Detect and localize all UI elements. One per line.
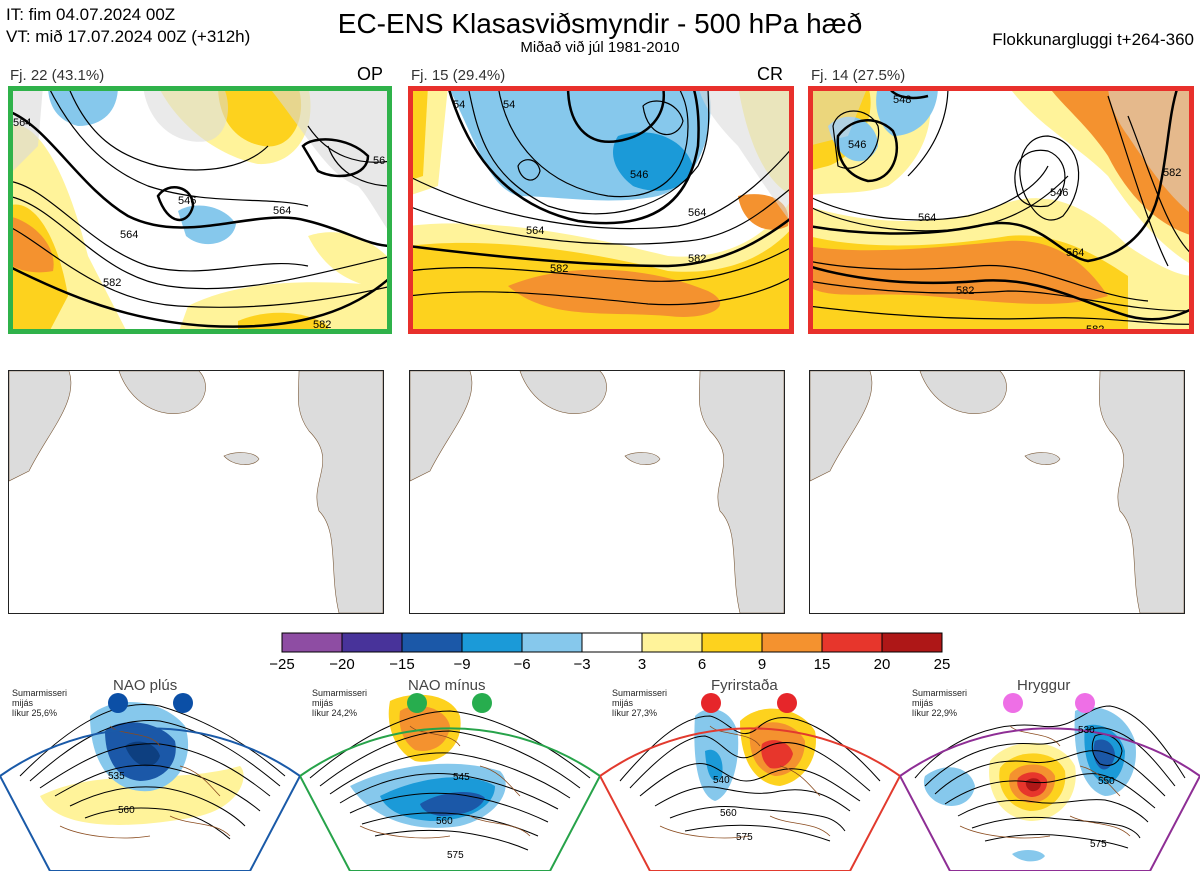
colorbar-tick-label: −9 (453, 656, 471, 673)
regime-contour-label: 575 (736, 832, 753, 843)
regime-contour-label: 560 (720, 808, 737, 819)
regime-info: Sumarmisseri mijás líkur 24,2% (312, 688, 368, 718)
regime-nao-minus[interactable]: 545 560 575 NAO mínus Sumarmisseri mijás… (298, 676, 602, 872)
cluster-map-1[interactable]: 564 546 564 564 582 582 56 (8, 86, 392, 334)
regime-info: Sumarmisseri mijás líkur 22,9% (912, 688, 968, 718)
colorbar-tick-label: −6 (513, 656, 531, 673)
contour-label: 582 (956, 285, 974, 297)
contour-label: 546 (848, 139, 866, 151)
classification-window: Flokkunargluggi t+264-360 (992, 30, 1194, 49)
contour-label: 564 (688, 207, 706, 219)
cluster-2-tag: CR (757, 64, 783, 84)
page-title: EC-ENS Klasasviðsmyndir - 500 hPa hæð (337, 8, 863, 39)
regime-title: NAO mínus (408, 677, 486, 694)
contour-label: 564 (273, 205, 291, 217)
contour-label: 582 (550, 263, 568, 275)
page-subtitle: Miðað við júl 1981-2010 (520, 39, 680, 56)
contour-label: 564 (13, 117, 31, 129)
regime-contour-label: 535 (108, 771, 125, 782)
contour-label: 546 (630, 169, 648, 181)
colorbar-segment (761, 632, 823, 653)
contour-label: 582 (313, 319, 331, 331)
regime-contour-label: 530 (1078, 725, 1095, 736)
contour-label: 546 (1050, 187, 1068, 199)
valid-time: VT: mið 17.07.2024 00Z (+312h) (6, 27, 251, 46)
regime-contour-label: 560 (118, 805, 135, 816)
regime-contour-label: 540 (713, 775, 730, 786)
regime-ridge[interactable]: 530 550 575 Hryggur Sumarmisseri mijás l… (898, 676, 1200, 872)
colorbar-segment (821, 632, 883, 653)
regime-contour-label: 545 (453, 772, 470, 783)
regime-title: Fyrirstaða (711, 677, 778, 694)
contour-label: 54 (453, 99, 465, 111)
header-info: IT: fim 04.07.2024 00Z VT: mið 17.07.202… (6, 4, 250, 48)
cluster-map-3[interactable]: 548 546 546 564 564 582 582 582 (808, 86, 1194, 334)
colorbar-segment (521, 632, 583, 653)
contour-label: 56 (373, 155, 385, 167)
contour-label: 564 (120, 229, 138, 241)
cluster-1-tag: OP (357, 64, 384, 84)
colorbar-tick-label: −15 (389, 656, 415, 673)
regime-title: Hryggur (1017, 677, 1071, 694)
colorbar-tick-label: 3 (637, 656, 647, 673)
regime-info: Sumarmisseri mijás líkur 25,6% (12, 688, 68, 718)
colorbar-tick-label: 20 (873, 656, 891, 673)
colorbar-tick-label: 25 (933, 656, 951, 673)
blank-map-3[interactable] (809, 370, 1185, 614)
colorbar-segment (461, 632, 523, 653)
cluster-1-label: Fj. 22 (43.1%) (10, 67, 105, 84)
contour-label: 548 (893, 94, 911, 106)
cluster-2-label: Fj. 15 (29.4%) (411, 67, 506, 84)
blank-map-2[interactable] (409, 370, 785, 614)
contour-label: 582 (103, 277, 121, 289)
colorbar-segment (581, 632, 643, 653)
colorbar-segment (881, 632, 943, 653)
regime-nao-plus[interactable]: 535 560 NAO plús Sumarmisseri mijás líku… (0, 676, 302, 872)
contour-label: 546 (178, 195, 196, 207)
colorbar-tick-label: −20 (329, 656, 355, 673)
colorbar-segment (281, 632, 343, 653)
colorbar-segment (641, 632, 703, 653)
colorbar-tick-label: 15 (813, 656, 831, 673)
colorbar-tick-label: −25 (269, 656, 295, 673)
colorbar (281, 632, 943, 653)
contour-label: 54 (503, 99, 515, 111)
cluster-map-2[interactable]: 54 54 546 564 582 582 564 (408, 86, 794, 334)
contour-label: 582 (688, 253, 706, 265)
regime-info: Sumarmisseri mijás líkur 27,3% (612, 688, 668, 718)
contour-label: 582 (1163, 167, 1181, 179)
initial-time: IT: fim 04.07.2024 00Z (6, 5, 176, 24)
regime-title: NAO plús (113, 677, 178, 694)
colorbar-segment (341, 632, 403, 653)
blank-map-1[interactable] (8, 370, 384, 614)
contour-label: 564 (1066, 247, 1084, 259)
regime-blocking[interactable]: 540 560 575 Fyrirstaða Sumarmisseri mijá… (598, 676, 902, 872)
colorbar-segment (701, 632, 763, 653)
regime-contour-label: 550 (1098, 776, 1115, 787)
contour-label: 564 (918, 212, 936, 224)
colorbar-tick-label: −3 (573, 656, 591, 673)
regime-contour-label: 575 (1090, 839, 1107, 850)
colorbar-tick-label: 6 (697, 656, 707, 673)
colorbar-tick-label: 9 (757, 656, 767, 673)
cluster-3-label: Fj. 14 (27.5%) (811, 67, 906, 84)
colorbar-segment (401, 632, 463, 653)
regime-contour-label: 560 (436, 816, 453, 827)
contour-label: 564 (526, 225, 544, 237)
regime-contour-label: 575 (447, 850, 464, 861)
